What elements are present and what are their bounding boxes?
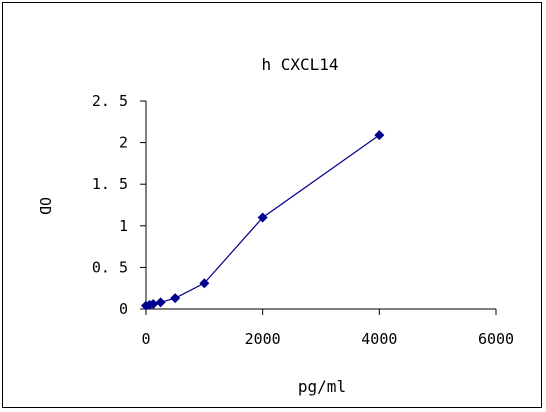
x-tick-label: 2000: [245, 330, 281, 348]
y-tick-label: 1. 5: [92, 175, 128, 193]
y-tick-label: 0: [119, 300, 128, 318]
data-point-marker: [374, 130, 385, 141]
y-tick-label: 0. 5: [92, 258, 128, 276]
x-tick-label: 6000: [478, 330, 514, 348]
data-point-marker: [148, 299, 159, 310]
chart-title: h CXCL14: [261, 55, 338, 74]
x-axis-label: pg/ml: [298, 377, 346, 396]
x-tick-label: 0: [141, 330, 150, 348]
data-point-marker: [199, 278, 210, 289]
data-point-marker: [170, 293, 181, 304]
x-tick-label: 4000: [361, 330, 397, 348]
plot-area: 0 0. 5 1 1. 5 2 2. 5 0 2000 4000 6000: [92, 92, 514, 348]
data-point-marker: [155, 297, 166, 308]
y-axis-label: OD: [36, 197, 54, 215]
y-tick-label: 1: [119, 217, 128, 235]
chart-frame: [2, 2, 542, 408]
y-tick-label: 2: [119, 134, 128, 152]
y-tick-label: 2. 5: [92, 92, 128, 110]
data-point-marker: [257, 212, 268, 223]
